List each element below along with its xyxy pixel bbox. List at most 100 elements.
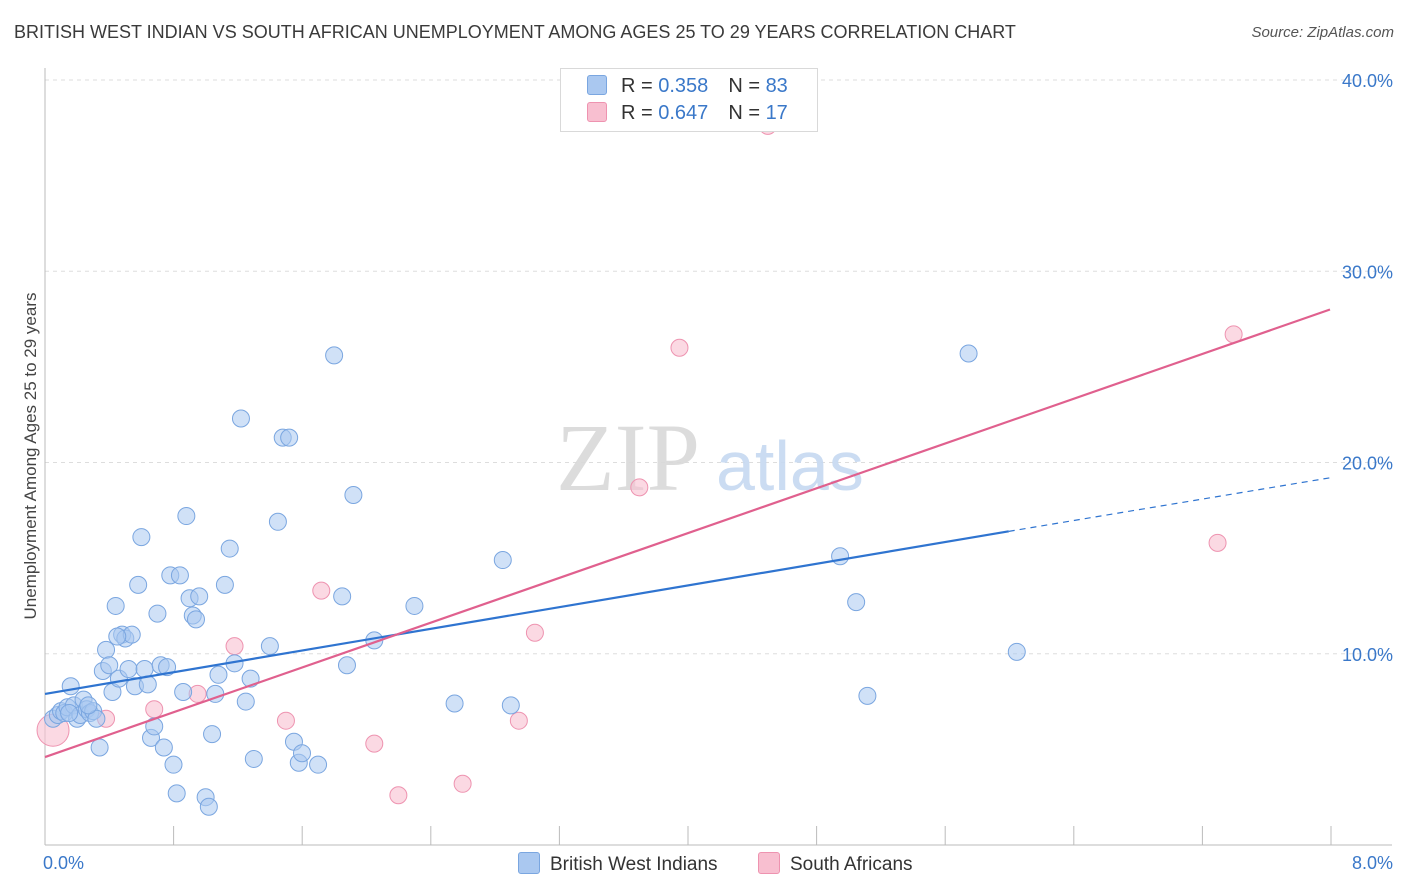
point-british-west-indians bbox=[79, 696, 98, 715]
tick-labels: 10.0% 20.0% 30.0% 40.0% 0.0% 8.0% bbox=[43, 71, 1393, 873]
trend-lines bbox=[44, 308, 1331, 759]
legend-row-british-west-indians: R = 0.358 N = 83 bbox=[587, 75, 788, 99]
point-british-west-indians bbox=[203, 725, 222, 744]
watermark-zip: ZIP bbox=[556, 404, 700, 511]
point-british-west-indians bbox=[831, 547, 850, 566]
legend-r-label: R = bbox=[621, 75, 659, 97]
bottom-legend-swatch-pink bbox=[758, 852, 780, 874]
y-tick-label: 40.0% bbox=[1342, 71, 1393, 91]
point-south-africans bbox=[276, 711, 295, 730]
point-british-west-indians bbox=[244, 749, 263, 768]
point-british-west-indians bbox=[190, 587, 209, 606]
point-british-west-indians bbox=[333, 587, 352, 606]
point-south-africans bbox=[1208, 533, 1227, 552]
point-south-africans bbox=[630, 478, 649, 497]
trendline-british-west-indians bbox=[44, 530, 1009, 695]
legend-r-value: 0.647 bbox=[658, 102, 709, 124]
series-british-west-indians-points bbox=[44, 344, 1026, 816]
point-british-west-indians bbox=[90, 738, 109, 757]
point-south-africans bbox=[525, 623, 544, 642]
point-south-africans bbox=[312, 581, 331, 600]
point-british-west-indians bbox=[220, 539, 239, 558]
point-british-west-indians bbox=[61, 677, 80, 696]
point-british-west-indians bbox=[344, 486, 363, 505]
point-british-west-indians bbox=[87, 709, 106, 728]
point-south-africans bbox=[365, 734, 384, 753]
point-british-west-indians bbox=[847, 593, 866, 612]
legend-n-value: 17 bbox=[765, 102, 788, 124]
grid-lines bbox=[45, 79, 1392, 655]
x-tick-label: 0.0% bbox=[43, 853, 84, 873]
point-british-west-indians bbox=[405, 596, 424, 615]
point-british-west-indians bbox=[1007, 642, 1026, 661]
legend-n-label: N = bbox=[728, 75, 766, 97]
point-british-west-indians bbox=[108, 627, 127, 646]
point-british-west-indians bbox=[164, 755, 183, 774]
legend-swatch-blue bbox=[587, 75, 607, 95]
point-british-west-indians bbox=[199, 797, 218, 816]
point-british-west-indians bbox=[293, 744, 311, 763]
point-british-west-indians bbox=[493, 551, 512, 570]
point-south-africans bbox=[509, 711, 528, 730]
y-axis-label: Unemployment Among Ages 25 to 29 years bbox=[21, 293, 40, 620]
point-british-west-indians bbox=[177, 507, 196, 526]
point-british-west-indians bbox=[231, 409, 250, 428]
point-british-west-indians bbox=[337, 656, 356, 675]
correlation-legend: R = 0.358 N = 83 R = 0.647 N = 17 bbox=[560, 68, 818, 132]
point-british-west-indians bbox=[280, 428, 299, 447]
legend-swatch-pink bbox=[587, 102, 607, 122]
point-british-west-indians bbox=[858, 686, 877, 705]
point-british-west-indians bbox=[132, 528, 151, 547]
point-british-west-indians bbox=[170, 566, 189, 585]
legend-row-south-africans: R = 0.647 N = 17 bbox=[587, 102, 788, 126]
point-south-africans bbox=[389, 786, 408, 805]
legend-r-label: R = bbox=[621, 102, 659, 124]
watermark-atlas: atlas bbox=[716, 427, 864, 505]
point-british-west-indians bbox=[959, 344, 978, 363]
bottom-legend-label: British West Indians bbox=[550, 854, 718, 875]
source-label: Source: ZipAtlas.com bbox=[1251, 24, 1394, 41]
point-british-west-indians bbox=[158, 658, 177, 677]
point-british-west-indians bbox=[209, 665, 228, 684]
bottom-legend-label: South Africans bbox=[790, 854, 913, 875]
point-british-west-indians bbox=[100, 656, 119, 675]
point-british-west-indians bbox=[501, 696, 520, 715]
trendline-south-africans bbox=[44, 308, 1331, 759]
point-british-west-indians bbox=[215, 575, 234, 594]
point-south-africans bbox=[670, 338, 689, 357]
point-british-west-indians bbox=[325, 346, 344, 365]
trendline-british-west-indians-extension bbox=[1008, 477, 1331, 532]
point-south-africans bbox=[453, 774, 472, 793]
point-british-west-indians bbox=[129, 575, 148, 594]
y-tick-label: 30.0% bbox=[1342, 262, 1393, 282]
y-tick-label: 20.0% bbox=[1342, 454, 1393, 474]
point-british-west-indians bbox=[268, 512, 287, 531]
point-british-west-indians bbox=[60, 704, 79, 723]
point-south-africans bbox=[225, 637, 244, 656]
point-british-west-indians bbox=[106, 596, 125, 615]
point-british-west-indians bbox=[186, 610, 205, 629]
point-british-west-indians bbox=[445, 694, 464, 713]
y-tick-label: 10.0% bbox=[1342, 645, 1393, 665]
legend-n-label: N = bbox=[728, 102, 766, 124]
chart-title: BRITISH WEST INDIAN VS SOUTH AFRICAN UNE… bbox=[14, 22, 1016, 42]
point-british-west-indians bbox=[119, 660, 138, 679]
point-british-west-indians bbox=[236, 692, 255, 711]
x-tick-label: 8.0% bbox=[1352, 853, 1393, 873]
bottom-legend-british-west-indians: British West Indians bbox=[518, 852, 718, 876]
point-south-africans bbox=[145, 700, 164, 719]
legend-r-value: 0.358 bbox=[658, 75, 709, 97]
point-british-west-indians bbox=[97, 640, 116, 659]
axes bbox=[44, 68, 1392, 846]
point-british-west-indians bbox=[167, 784, 186, 803]
watermark: ZIP atlas bbox=[556, 404, 864, 511]
point-british-west-indians bbox=[309, 755, 328, 774]
point-british-west-indians bbox=[174, 683, 193, 701]
bottom-legend-swatch-blue bbox=[518, 852, 540, 874]
point-british-west-indians bbox=[148, 604, 167, 623]
legend-n-value: 83 bbox=[765, 75, 788, 97]
bottom-legend-south-africans: South Africans bbox=[758, 852, 913, 876]
point-british-west-indians bbox=[154, 738, 173, 757]
point-british-west-indians bbox=[260, 637, 279, 656]
